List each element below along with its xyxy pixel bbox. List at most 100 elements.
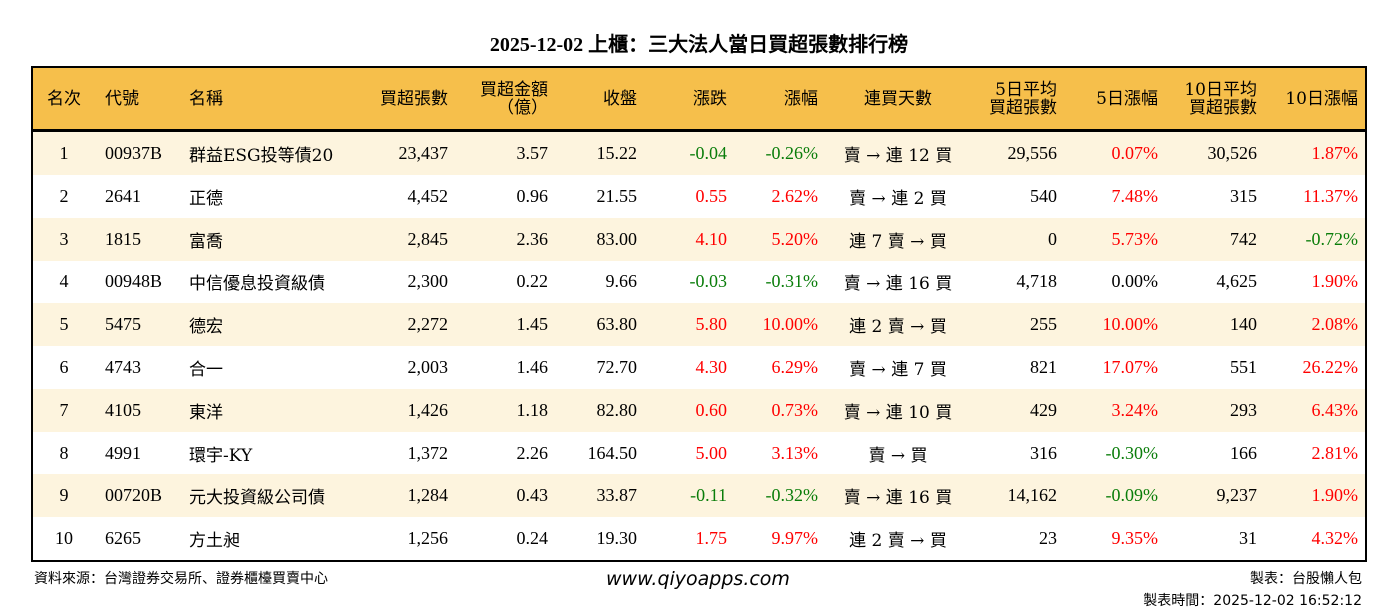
header-text: 收盤 <box>603 88 637 109</box>
cell-change10-pct: 1.90% <box>1311 271 1359 292</box>
cell-change: -0.03 <box>689 271 728 292</box>
cell-change10-pct: 26.22% <box>1302 357 1359 377</box>
header-text: 10日漲幅 <box>1285 88 1358 109</box>
cell-avg10-net-buy: 166 <box>1230 442 1257 463</box>
header-change5-pct: 5日漲幅 <box>1057 68 1158 129</box>
cell-rank: 9 <box>59 485 69 506</box>
header-code: 代號 <box>95 68 182 129</box>
cell-net-buy-lots: 2,845 <box>407 228 449 249</box>
cell-change-pct: 10.00% <box>762 314 819 335</box>
header-change: 漲跌 <box>637 68 727 129</box>
website-url[interactable]: www.qiyoapps.com <box>606 568 790 590</box>
cell-avg10-net-buy: 140 <box>1230 314 1257 335</box>
cell-code: 2641 <box>105 185 141 206</box>
cell-avg10-net-buy: 293 <box>1230 399 1257 420</box>
table-row[interactable]: 9 00720B 元大投資級公司債 1,284 0.43 33.87 -0.11 -0.32%… <box>33 474 1365 518</box>
cell-net-buy-amount: 0.43 <box>516 485 549 506</box>
table-row[interactable]: 4 00948B 中信優息投資級債 2,300 0.22 9.66 -0.03 -0.31% 賣… <box>33 260 1365 303</box>
cell-consecutive-days: 賣 → 連 2 買 <box>849 188 947 209</box>
cell-rank: 10 <box>55 528 73 549</box>
cell-net-buy-lots: 4,452 <box>407 185 449 206</box>
cell-name: 富喬 <box>189 231 223 252</box>
cell-change-pct: -0.32% <box>765 485 819 506</box>
cell-net-buy-amount: 3.57 <box>516 143 549 163</box>
table-header: 名次 代號 名稱 買超張數 買超金額 （億） 收盤 漲跌 漲幅 連買天數 5日平均 買超張數 5日漲幅 1… <box>33 68 1365 132</box>
cell-change: 0.60 <box>695 399 728 420</box>
cell-change10-pct: 1.90% <box>1311 485 1359 506</box>
cell-close: 82.80 <box>596 399 638 420</box>
cell-change-pct: 9.97% <box>771 528 819 549</box>
cell-name: 環宇-KY <box>189 445 253 466</box>
cell-change-pct: 5.20% <box>771 228 819 249</box>
cell-avg5-net-buy: 540 <box>1030 185 1057 206</box>
cell-change: -0.04 <box>689 143 728 163</box>
cell-code: 6265 <box>105 528 141 549</box>
cell-close: 21.55 <box>596 185 638 206</box>
cell-name: 德宏 <box>189 317 223 338</box>
cell-name: 合一 <box>189 360 223 380</box>
header-change-pct: 漲幅 <box>727 68 818 129</box>
table-row[interactable]: 7 4105 東洋 1,426 1.18 82.80 0.60 0.73% 賣 → 連 10 買… <box>33 388 1365 432</box>
cell-consecutive-days: 賣 → 連 7 買 <box>849 360 947 380</box>
cell-code: 1815 <box>105 228 141 249</box>
cell-rank: 1 <box>59 143 69 163</box>
table-row[interactable]: 3 1815 富喬 2,845 2.36 83.00 4.10 5.20% 連 7 賣 → 買 0… <box>33 217 1365 261</box>
cell-consecutive-days: 賣 → 連 10 買 <box>843 402 953 423</box>
cell-code: 00948B <box>105 271 163 292</box>
cell-change10-pct: 1.87% <box>1311 143 1359 163</box>
cell-rank: 7 <box>59 399 69 420</box>
cell-avg5-net-buy: 23 <box>1039 528 1057 549</box>
cell-avg10-net-buy: 30,526 <box>1207 143 1258 163</box>
cell-avg10-net-buy: 4,625 <box>1216 271 1258 292</box>
cell-net-buy-lots: 2,003 <box>407 357 449 377</box>
table-row[interactable]: 8 4991 環宇-KY 1,372 2.26 164.50 5.00 3.13% 賣 → 買 3… <box>33 432 1365 475</box>
cell-change-pct: 0.73% <box>771 399 819 420</box>
cell-change-pct: -0.26% <box>765 143 819 163</box>
cell-change10-pct: 4.32% <box>1311 528 1359 549</box>
header-avg10-net-buy: 10日平均 買超張數 <box>1158 68 1257 129</box>
cell-close: 72.70 <box>596 357 638 377</box>
table-row[interactable]: 5 5475 德宏 2,272 1.45 63.80 5.80 10.00% 連 2 賣 → 買… <box>33 303 1365 347</box>
cell-close: 19.30 <box>596 528 638 549</box>
cell-code: 00720B <box>105 485 163 506</box>
cell-avg10-net-buy: 551 <box>1230 357 1257 377</box>
cell-net-buy-lots: 1,372 <box>407 442 449 463</box>
table-row[interactable]: 10 6265 方土昶 1,256 0.24 19.30 1.75 9.97% 連 2 賣 → … <box>33 517 1365 560</box>
cell-name: 元大投資級公司債 <box>189 488 325 509</box>
cell-consecutive-days: 連 2 賣 → 買 <box>849 531 947 552</box>
cell-avg10-net-buy: 9,237 <box>1216 485 1258 506</box>
cell-close: 83.00 <box>596 228 638 249</box>
header-close: 收盤 <box>548 68 637 129</box>
cell-close: 15.22 <box>596 143 638 163</box>
cell-name: 群益ESG投等債20 <box>189 146 334 166</box>
header-text: 5日平均 <box>995 79 1057 100</box>
cell-name: 東洋 <box>189 402 223 423</box>
cell-close: 33.87 <box>596 485 638 506</box>
table-row[interactable]: 1 00937B 群益ESG投等債20 23,437 3.57 15.22 -0.04 -0.… <box>33 132 1365 175</box>
header-net-buy-amount: 買超金額 （億） <box>448 68 548 129</box>
cell-avg5-net-buy: 14,162 <box>1007 485 1058 506</box>
cell-consecutive-days: 連 7 賣 → 買 <box>849 231 947 252</box>
cell-consecutive-days: 賣 → 連 16 買 <box>843 274 953 295</box>
table-row[interactable]: 6 4743 合一 2,003 1.46 72.70 4.30 6.29% 賣 → 連 7 買 8… <box>33 346 1365 389</box>
cell-avg10-net-buy: 315 <box>1230 185 1257 206</box>
cell-net-buy-lots: 1,426 <box>407 399 449 420</box>
cell-name: 中信優息投資級債 <box>189 274 325 295</box>
header-text: 買超金額 <box>480 79 548 100</box>
cell-net-buy-amount: 0.22 <box>516 271 549 292</box>
page-title: 2025-12-02 上櫃：三大法人當日買超張數排行榜 <box>489 34 909 56</box>
cell-net-buy-lots: 1,284 <box>407 485 449 506</box>
cell-change5-pct: -0.09% <box>1105 485 1159 506</box>
header-text: 買超張數 <box>1189 97 1257 118</box>
cell-change: 4.10 <box>695 228 728 249</box>
header-text: 名次 <box>47 88 81 109</box>
cell-change5-pct: 0.07% <box>1111 143 1159 163</box>
data-source: 資料來源：台灣證券交易所、證券櫃檯買賣中心 <box>34 571 328 587</box>
header-text: 10日平均 <box>1184 79 1257 100</box>
table-row[interactable]: 2 2641 正德 4,452 0.96 21.55 0.55 2.62% 賣 → 連 2 買 5… <box>33 175 1365 218</box>
cell-change5-pct: 17.07% <box>1102 357 1159 377</box>
cell-rank: 3 <box>59 228 69 249</box>
cell-net-buy-amount: 1.46 <box>516 357 549 377</box>
cell-change: 4.30 <box>695 357 728 377</box>
header-text: 漲跌 <box>693 88 727 109</box>
